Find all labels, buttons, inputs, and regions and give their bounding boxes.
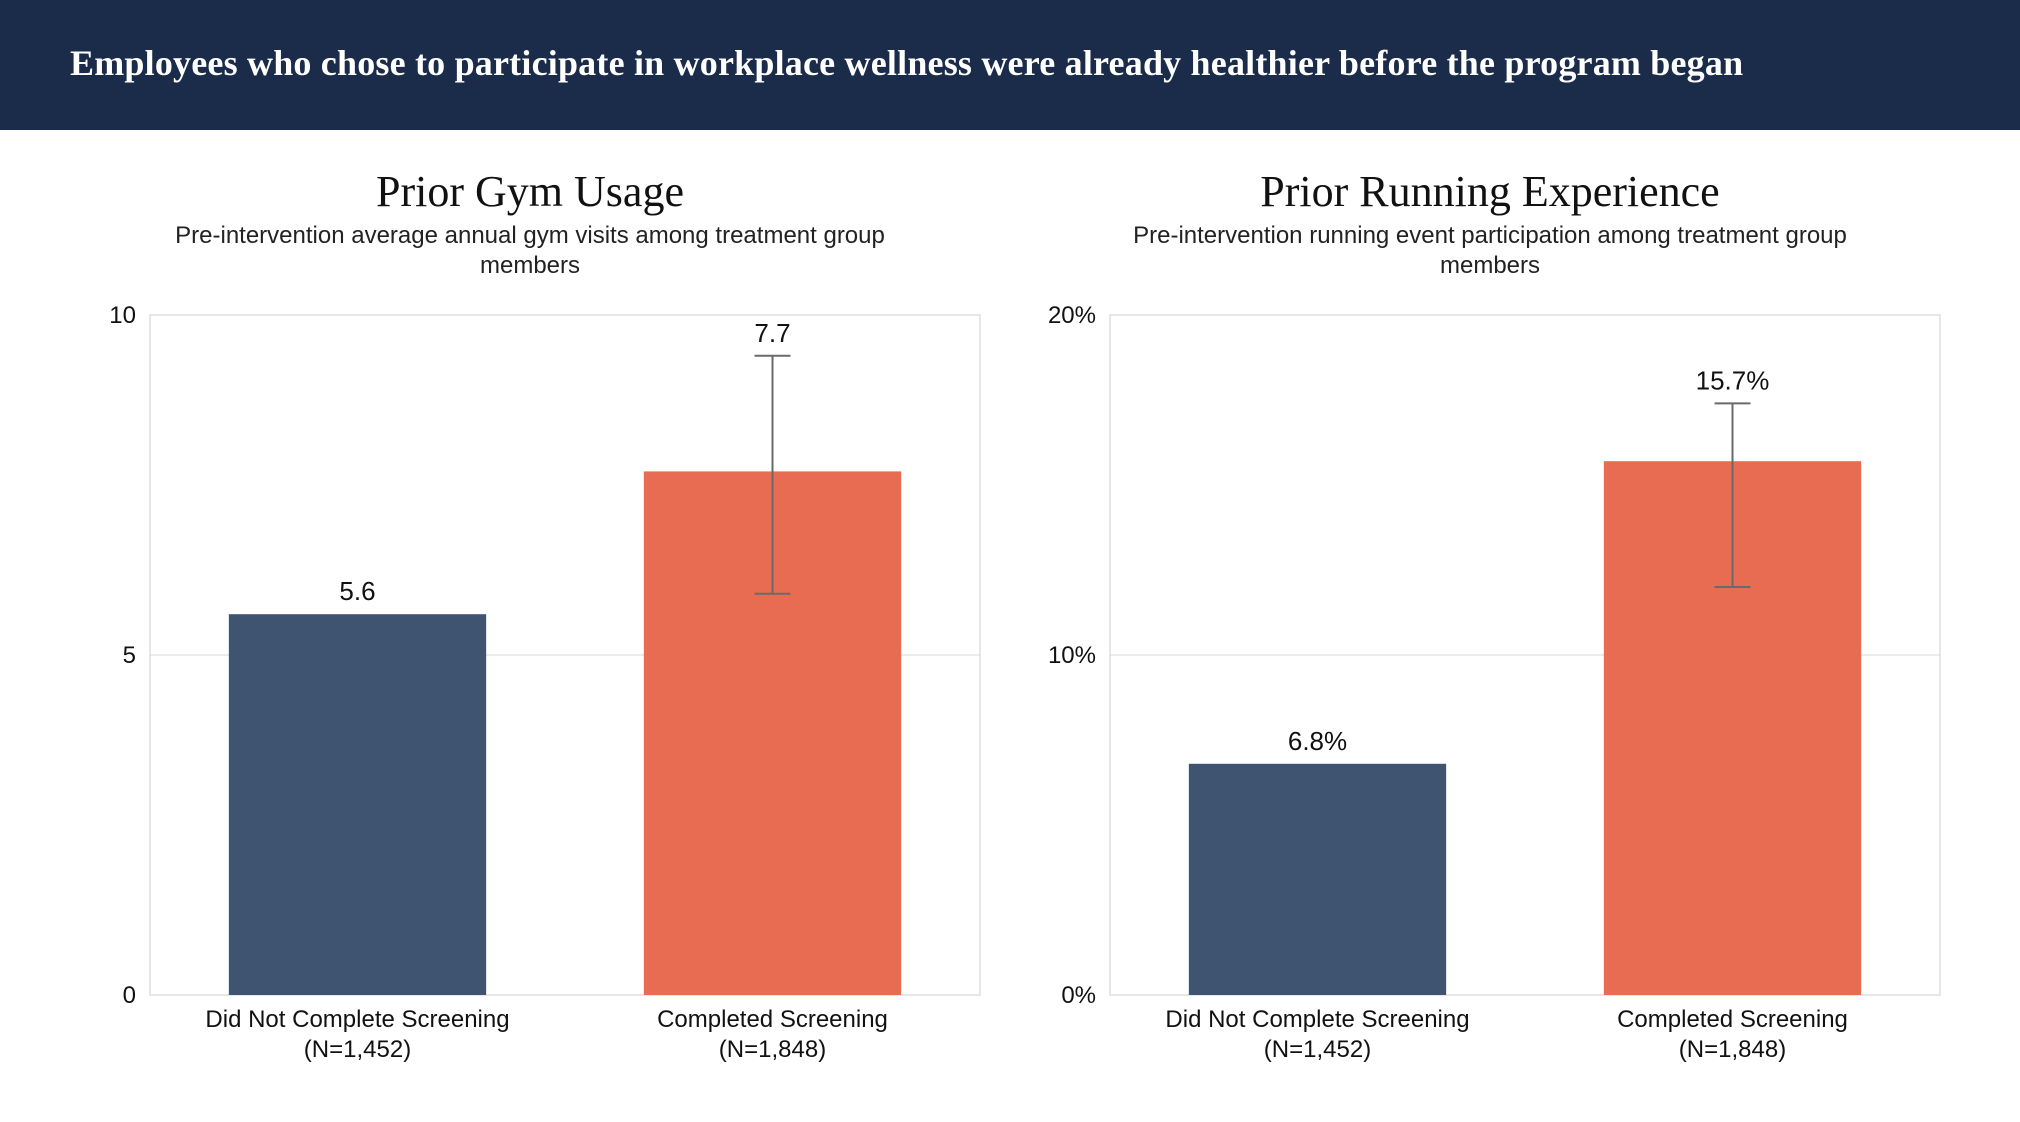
category-n-label: (N=1,848) (719, 1036, 826, 1063)
plot-gym: 0 5 10 5.6 Did Not Complete Screening (N=1,45… (60, 295, 1000, 1085)
category-label: Did Not Complete Screening (205, 1006, 509, 1033)
category-label: Completed Screening (1617, 1006, 1848, 1033)
category-n-label: (N=1,848) (1679, 1036, 1786, 1063)
bar (229, 614, 486, 995)
ytick-label: 10% (1048, 642, 1096, 669)
category-label: Completed Screening (657, 1006, 888, 1033)
ytick-label: 0% (1061, 982, 1096, 1009)
chart-svg-running: 0% 10% 20% 6.8% Did Not Complete Screening (N… (1020, 295, 1960, 1085)
category-n-label: (N=1,452) (1264, 1036, 1371, 1063)
header-band: Employees who chose to participate in wo… (0, 0, 2020, 130)
bar-value-label: 7.7 (754, 318, 790, 348)
chart-subtitle-gym: Pre-intervention average annual gym visi… (170, 221, 890, 281)
ytick-label: 0 (123, 982, 136, 1009)
bar-value-label: 15.7% (1696, 365, 1770, 395)
header-text: Employees who chose to participate in wo… (70, 42, 1950, 84)
plot-running: 0% 10% 20% 6.8% Did Not Complete Screening (N… (1020, 295, 1960, 1085)
bar (1189, 764, 1446, 995)
ytick-label: 5 (123, 642, 136, 669)
chart-title-running: Prior Running Experience (1260, 166, 1719, 217)
chart-subtitle-running: Pre-intervention running event participa… (1130, 221, 1850, 281)
chart-svg-gym: 0 5 10 5.6 Did Not Complete Screening (N=1,45… (60, 295, 1000, 1085)
chart-panel-gym: Prior Gym Usage Pre-intervention average… (60, 160, 1000, 1085)
ytick-label: 20% (1048, 302, 1096, 329)
ytick-label: 10 (109, 302, 136, 329)
chart-panel-running: Prior Running Experience Pre-interventio… (1020, 160, 1960, 1085)
category-n-label: (N=1,452) (304, 1036, 411, 1063)
category-label: Did Not Complete Screening (1165, 1006, 1469, 1033)
bar-value-label: 6.8% (1288, 726, 1347, 756)
charts-row: Prior Gym Usage Pre-intervention average… (0, 130, 2020, 1085)
page: Employees who chose to participate in wo… (0, 0, 2020, 1122)
bar-value-label: 5.6 (339, 576, 375, 606)
chart-title-gym: Prior Gym Usage (376, 166, 684, 217)
